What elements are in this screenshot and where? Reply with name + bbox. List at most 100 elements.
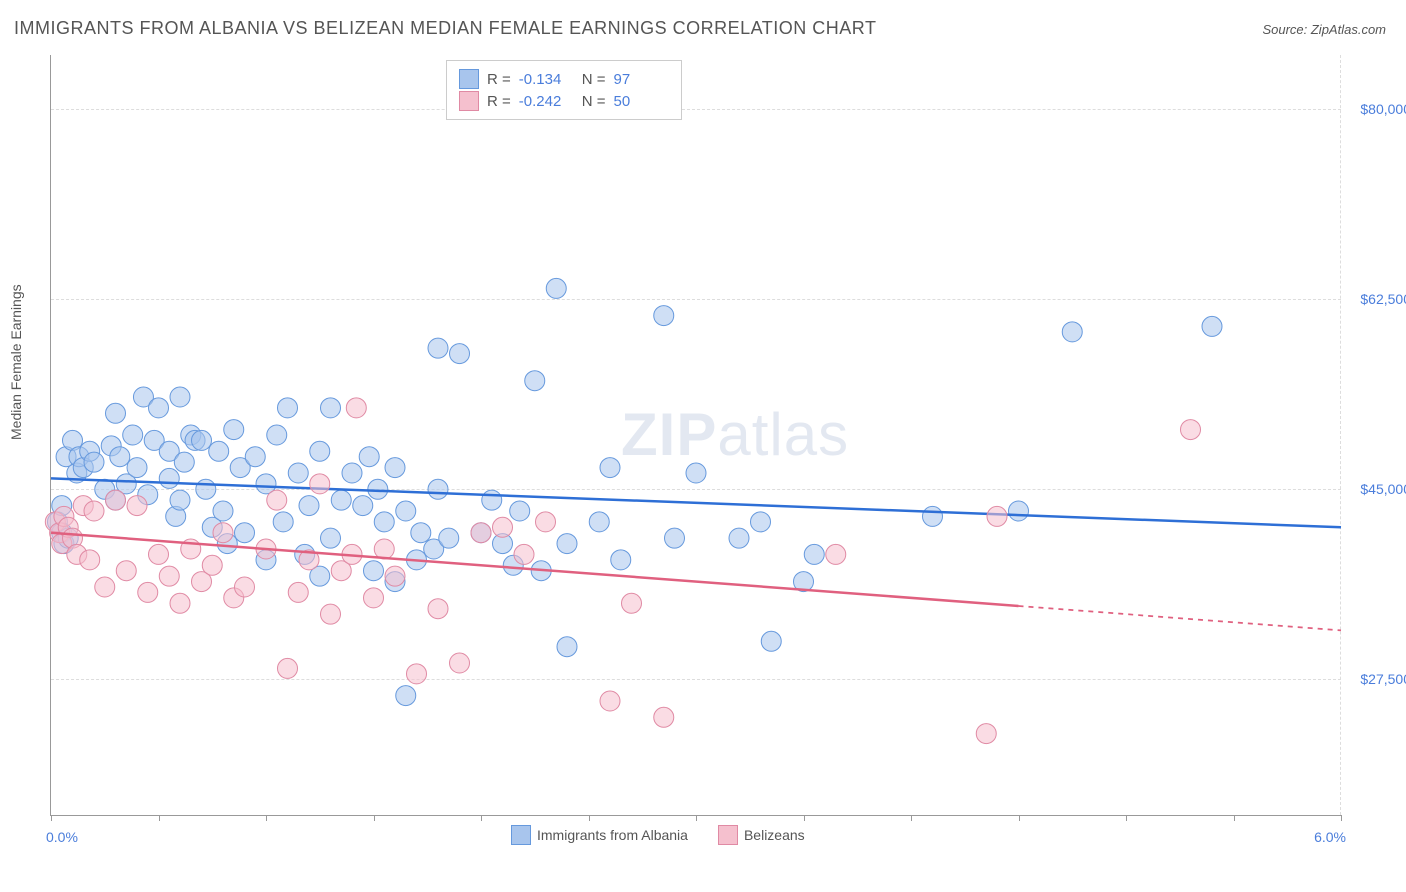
data-point-albania: [1202, 316, 1222, 336]
data-point-albania: [359, 447, 379, 467]
x-tick: [1341, 815, 1342, 821]
data-point-albania: [213, 501, 233, 521]
trend-line-dashed-belizeans: [1019, 606, 1342, 630]
data-point-belizeans: [450, 653, 470, 673]
x-tick: [266, 815, 267, 821]
r-value-belizeans: -0.242: [519, 93, 574, 110]
data-point-albania: [611, 550, 631, 570]
data-point-belizeans: [310, 474, 330, 494]
data-point-albania: [321, 398, 341, 418]
n-value-albania: 97: [614, 71, 669, 88]
data-point-albania: [600, 458, 620, 478]
x-tick: [589, 815, 590, 821]
data-point-belizeans: [288, 582, 308, 602]
data-point-belizeans: [493, 517, 513, 537]
data-point-albania: [411, 523, 431, 543]
data-point-albania: [196, 479, 216, 499]
data-point-albania: [804, 544, 824, 564]
data-point-albania: [278, 398, 298, 418]
data-point-belizeans: [987, 506, 1007, 526]
data-point-belizeans: [138, 582, 158, 602]
x-tick: [481, 815, 482, 821]
swatch-belizeans: [459, 91, 479, 111]
legend-row-albania: R = -0.134 N = 97: [459, 69, 669, 89]
data-point-belizeans: [267, 490, 287, 510]
data-point-albania: [923, 506, 943, 526]
data-point-belizeans: [213, 523, 233, 543]
r-label: R =: [487, 93, 511, 110]
scatter-svg: [51, 55, 1341, 815]
n-value-belizeans: 50: [614, 93, 669, 110]
data-point-albania: [654, 306, 674, 326]
data-point-belizeans: [826, 544, 846, 564]
data-point-albania: [665, 528, 685, 548]
x-max-label: 6.0%: [1314, 829, 1346, 845]
data-point-belizeans: [149, 544, 169, 564]
legend-label-albania: Immigrants from Albania: [537, 827, 688, 843]
data-point-belizeans: [321, 604, 341, 624]
legend-item-belizeans: Belizeans: [718, 825, 805, 845]
x-tick: [1126, 815, 1127, 821]
data-point-belizeans: [622, 593, 642, 613]
swatch-albania: [459, 69, 479, 89]
data-point-albania: [510, 501, 530, 521]
plot-area: $27,500$45,000$62,500$80,000 0.0% 6.0% Z…: [50, 55, 1341, 816]
legend-row-belizeans: R = -0.242 N = 50: [459, 91, 669, 111]
data-point-albania: [331, 490, 351, 510]
data-point-belizeans: [106, 490, 126, 510]
data-point-belizeans: [374, 539, 394, 559]
n-label: N =: [582, 71, 606, 88]
data-point-belizeans: [385, 566, 405, 586]
data-point-albania: [374, 512, 394, 532]
data-point-albania: [686, 463, 706, 483]
y-axis-label: Median Female Earnings: [8, 284, 24, 440]
n-label: N =: [582, 93, 606, 110]
data-point-albania: [729, 528, 749, 548]
y-tick-label: $80,000: [1351, 101, 1406, 117]
data-point-belizeans: [159, 566, 179, 586]
data-point-albania: [84, 452, 104, 472]
legend-label-belizeans: Belizeans: [744, 827, 805, 843]
series-legend: Immigrants from Albania Belizeans: [511, 825, 805, 845]
data-point-albania: [428, 338, 448, 358]
data-point-albania: [1009, 501, 1029, 521]
data-point-albania: [557, 534, 577, 554]
data-point-belizeans: [364, 588, 384, 608]
x-tick: [159, 815, 160, 821]
data-point-albania: [159, 468, 179, 488]
data-point-albania: [123, 425, 143, 445]
trend-line-albania: [51, 478, 1341, 527]
data-point-albania: [589, 512, 609, 532]
x-tick: [696, 815, 697, 821]
x-tick: [374, 815, 375, 821]
data-point-albania: [428, 479, 448, 499]
data-point-belizeans: [407, 664, 427, 684]
swatch-belizeans-bottom: [718, 825, 738, 845]
y-tick-label: $62,500: [1351, 291, 1406, 307]
x-tick: [804, 815, 805, 821]
data-point-albania: [273, 512, 293, 532]
data-point-albania: [385, 458, 405, 478]
trend-line-belizeans: [51, 533, 1019, 606]
data-point-albania: [170, 490, 190, 510]
data-point-albania: [482, 490, 502, 510]
data-point-albania: [106, 403, 126, 423]
data-point-belizeans: [471, 523, 491, 543]
data-point-belizeans: [514, 544, 534, 564]
data-point-albania: [174, 452, 194, 472]
data-point-albania: [368, 479, 388, 499]
chart-container: IMMIGRANTS FROM ALBANIA VS BELIZEAN MEDI…: [0, 0, 1406, 892]
data-point-belizeans: [976, 724, 996, 744]
data-point-albania: [450, 344, 470, 364]
data-point-albania: [192, 430, 212, 450]
data-point-albania: [525, 371, 545, 391]
data-point-belizeans: [170, 593, 190, 613]
data-point-albania: [396, 501, 416, 521]
data-point-albania: [751, 512, 771, 532]
y-tick-label: $27,500: [1351, 671, 1406, 687]
data-point-albania: [546, 278, 566, 298]
x-tick: [1234, 815, 1235, 821]
data-point-albania: [110, 447, 130, 467]
data-point-belizeans: [278, 658, 298, 678]
data-point-albania: [761, 631, 781, 651]
